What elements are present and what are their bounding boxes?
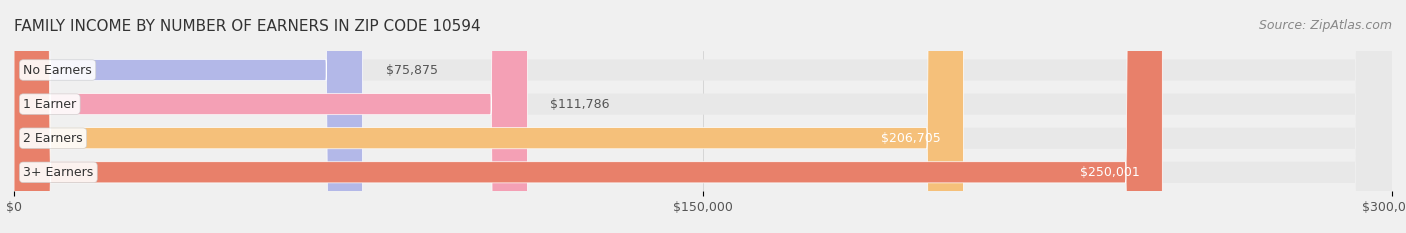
- FancyBboxPatch shape: [14, 0, 1392, 233]
- Text: $111,786: $111,786: [551, 98, 610, 111]
- FancyBboxPatch shape: [14, 0, 527, 233]
- Text: 3+ Earners: 3+ Earners: [24, 166, 93, 179]
- Text: $75,875: $75,875: [385, 64, 437, 76]
- FancyBboxPatch shape: [14, 0, 363, 233]
- Text: 1 Earner: 1 Earner: [24, 98, 76, 111]
- Text: 2 Earners: 2 Earners: [24, 132, 83, 145]
- FancyBboxPatch shape: [14, 0, 1392, 233]
- FancyBboxPatch shape: [14, 0, 1163, 233]
- Text: $250,001: $250,001: [1080, 166, 1139, 179]
- Text: Source: ZipAtlas.com: Source: ZipAtlas.com: [1258, 19, 1392, 32]
- FancyBboxPatch shape: [14, 0, 1392, 233]
- FancyBboxPatch shape: [14, 0, 963, 233]
- Text: FAMILY INCOME BY NUMBER OF EARNERS IN ZIP CODE 10594: FAMILY INCOME BY NUMBER OF EARNERS IN ZI…: [14, 19, 481, 34]
- FancyBboxPatch shape: [14, 0, 1392, 233]
- Text: $206,705: $206,705: [880, 132, 941, 145]
- Text: No Earners: No Earners: [24, 64, 91, 76]
